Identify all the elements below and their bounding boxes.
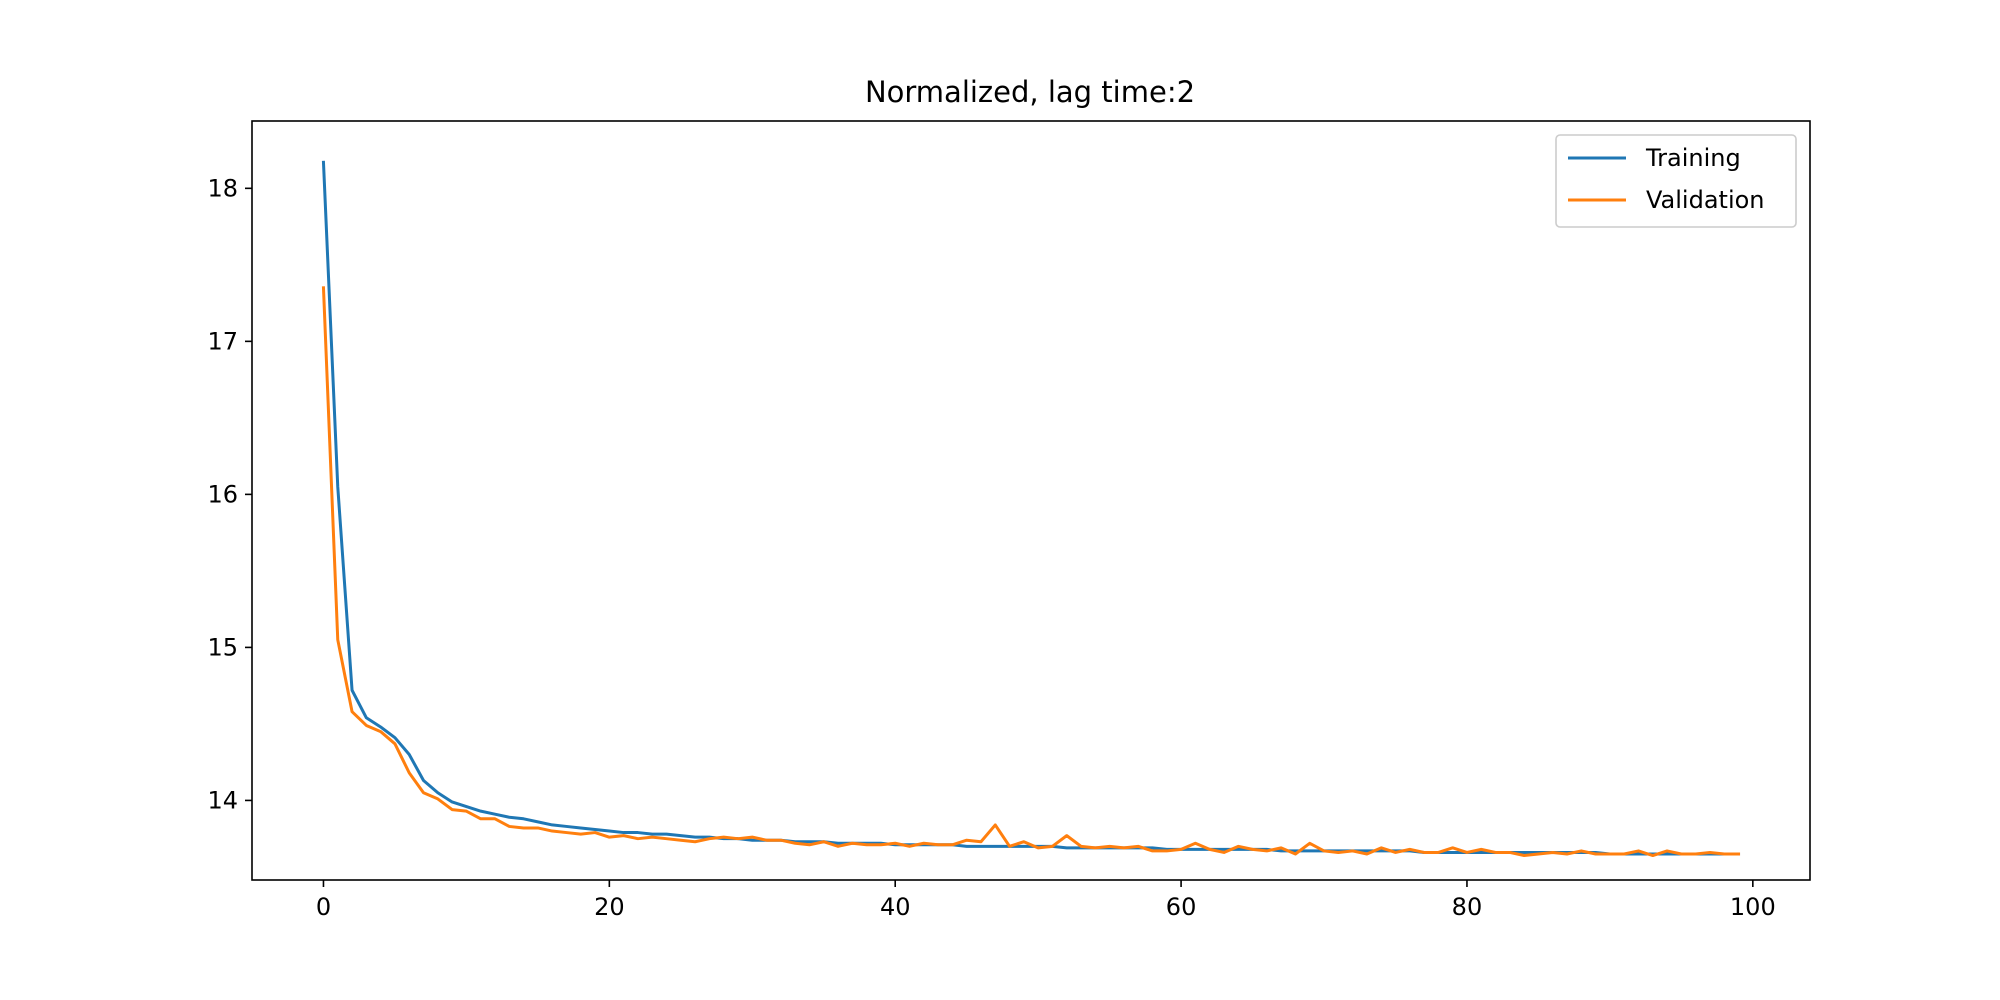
series-line-validation: [321, 286, 1741, 858]
legend-label-validation: Validation: [1646, 186, 1765, 214]
legend: Training Validation: [1555, 134, 1797, 228]
series-layer: [321, 160, 1741, 858]
y-tick-label: 15: [207, 633, 238, 661]
x-tick-label: 80: [1452, 893, 1483, 921]
y-tick-label: 14: [207, 786, 238, 814]
x-tick-label: 40: [880, 893, 911, 921]
chart-title: Normalized, lag time:2: [865, 75, 1195, 109]
x-tick-label: 60: [1166, 893, 1197, 921]
x-tick-label: 100: [1730, 893, 1776, 921]
x-tick-label: 0: [316, 893, 331, 921]
y-axis: 14 15 16 17 18: [207, 174, 252, 814]
y-tick-label: 17: [207, 327, 238, 355]
x-axis: 0 20 40 60 80 100: [316, 880, 1776, 921]
y-tick-label: 18: [207, 174, 238, 202]
y-tick-label: 16: [207, 480, 238, 508]
plot-frame: [251, 120, 1811, 881]
legend-label-training: Training: [1645, 144, 1741, 172]
x-tick-label: 20: [594, 893, 625, 921]
